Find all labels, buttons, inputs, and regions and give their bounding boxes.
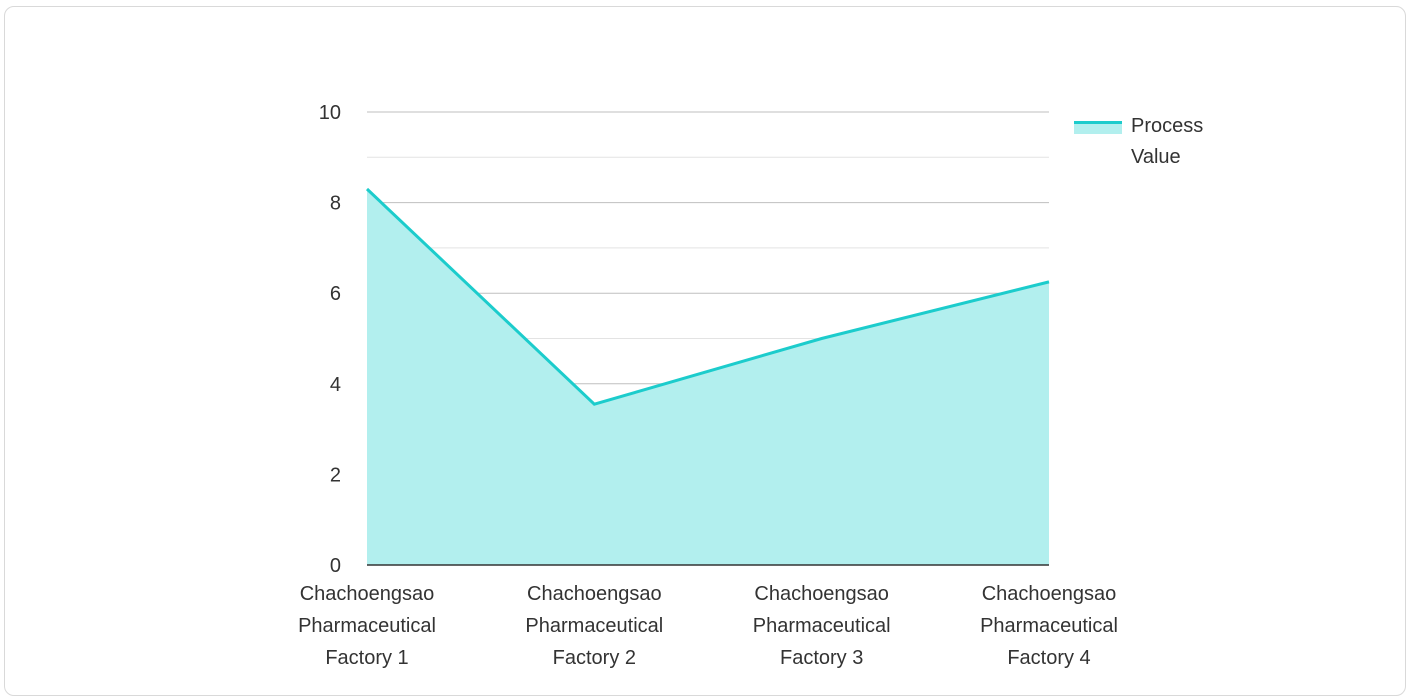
x-tick-label-1: Chachoengsao Pharmaceutical Factory 1 bbox=[298, 583, 436, 669]
y-tick-label: 0 bbox=[330, 555, 341, 577]
legend-label-line: Process bbox=[1131, 115, 1203, 137]
y-tick-label: 8 bbox=[330, 193, 341, 215]
y-tick-label: 10 bbox=[319, 102, 341, 124]
x-tick-label-line: Pharmaceutical bbox=[525, 615, 663, 637]
y-tick-label: 6 bbox=[330, 283, 341, 305]
series-area bbox=[367, 189, 1049, 565]
x-tick-label-line: Factory 4 bbox=[1007, 647, 1090, 669]
y-tick-label: 2 bbox=[330, 464, 341, 486]
x-tick-label-4: Chachoengsao Pharmaceutical Factory 4 bbox=[980, 583, 1118, 669]
x-tick-label-3: Chachoengsao Pharmaceutical Factory 3 bbox=[753, 583, 891, 669]
x-tick-label-line: Chachoengsao bbox=[982, 583, 1117, 605]
x-tick-label-line: Factory 1 bbox=[325, 647, 408, 669]
legend: Process Value bbox=[1074, 115, 1203, 168]
legend-label-line: Value bbox=[1131, 146, 1181, 168]
x-tick-label-line: Pharmaceutical bbox=[753, 615, 891, 637]
area-chart: 0 2 4 6 8 10 Chachoengsao Pharmaceutical Factor… bbox=[0, 0, 1412, 680]
y-tick-label: 4 bbox=[330, 374, 341, 396]
x-tick-label-line: Factory 2 bbox=[553, 647, 636, 669]
series-area-fill bbox=[367, 189, 1049, 565]
x-tick-label-line: Chachoengsao bbox=[300, 583, 435, 605]
x-tick-label-line: Chachoengsao bbox=[527, 583, 662, 605]
x-tick-label-line: Pharmaceutical bbox=[980, 615, 1118, 637]
x-tick-label-line: Factory 3 bbox=[780, 647, 863, 669]
x-tick-label-2: Chachoengsao Pharmaceutical Factory 2 bbox=[525, 583, 663, 669]
x-tick-label-line: Chachoengsao bbox=[754, 583, 889, 605]
x-tick-label-line: Pharmaceutical bbox=[298, 615, 436, 637]
y-axis-ticks: 0 2 4 6 8 10 bbox=[319, 102, 341, 577]
